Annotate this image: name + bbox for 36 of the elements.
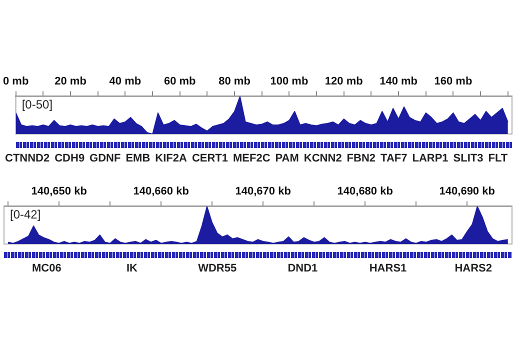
text: CTNND2 bbox=[5, 152, 50, 165]
x-tick-label: 40 mb bbox=[109, 76, 142, 88]
text: TAF7 bbox=[380, 152, 408, 165]
text: KIF2A bbox=[155, 152, 188, 165]
text: HARS1 bbox=[369, 262, 407, 275]
text: EMB bbox=[126, 152, 150, 165]
x-tick-label: 60 mb bbox=[164, 76, 196, 88]
text: MEF2C bbox=[233, 152, 270, 165]
text: WDR55 bbox=[198, 262, 237, 275]
text: PAM bbox=[275, 152, 299, 165]
text: CERT1 bbox=[192, 152, 228, 165]
x-tick-label: 20 mb bbox=[54, 76, 87, 88]
text: IK bbox=[126, 262, 138, 275]
text: FLT bbox=[488, 152, 508, 165]
x-tick-label: 140,650 kb bbox=[31, 186, 88, 198]
text: LARP1 bbox=[412, 152, 448, 165]
x-tick-label: 140,670 kb bbox=[235, 186, 292, 198]
text: CDH9 bbox=[54, 152, 85, 165]
text: GDNF bbox=[90, 152, 122, 165]
text: DND1 bbox=[288, 262, 318, 275]
x-tick-label: 140,660 kb bbox=[133, 186, 190, 198]
text: SLIT3 bbox=[453, 152, 484, 165]
x-tick-label: 160 mb bbox=[434, 76, 472, 88]
x-tick-label: 140 mb bbox=[380, 76, 418, 88]
text: MC06 bbox=[32, 262, 62, 275]
x-tick-label: 140,680 kb bbox=[337, 186, 394, 198]
x-tick-label: 80 mb bbox=[218, 76, 251, 88]
annotation: [0-42] bbox=[10, 208, 41, 222]
x-tick-label: 140,690 kb bbox=[439, 186, 496, 198]
x-tick-label: 0 mb bbox=[2, 76, 29, 88]
text: KCNN2 bbox=[304, 152, 342, 165]
text: FBN2 bbox=[346, 152, 376, 165]
text: HARS2 bbox=[454, 262, 492, 275]
annotation: [0-50] bbox=[22, 98, 53, 112]
x-tick-label: 100 mb bbox=[270, 76, 308, 88]
x-tick-label: 120 mb bbox=[324, 76, 364, 88]
